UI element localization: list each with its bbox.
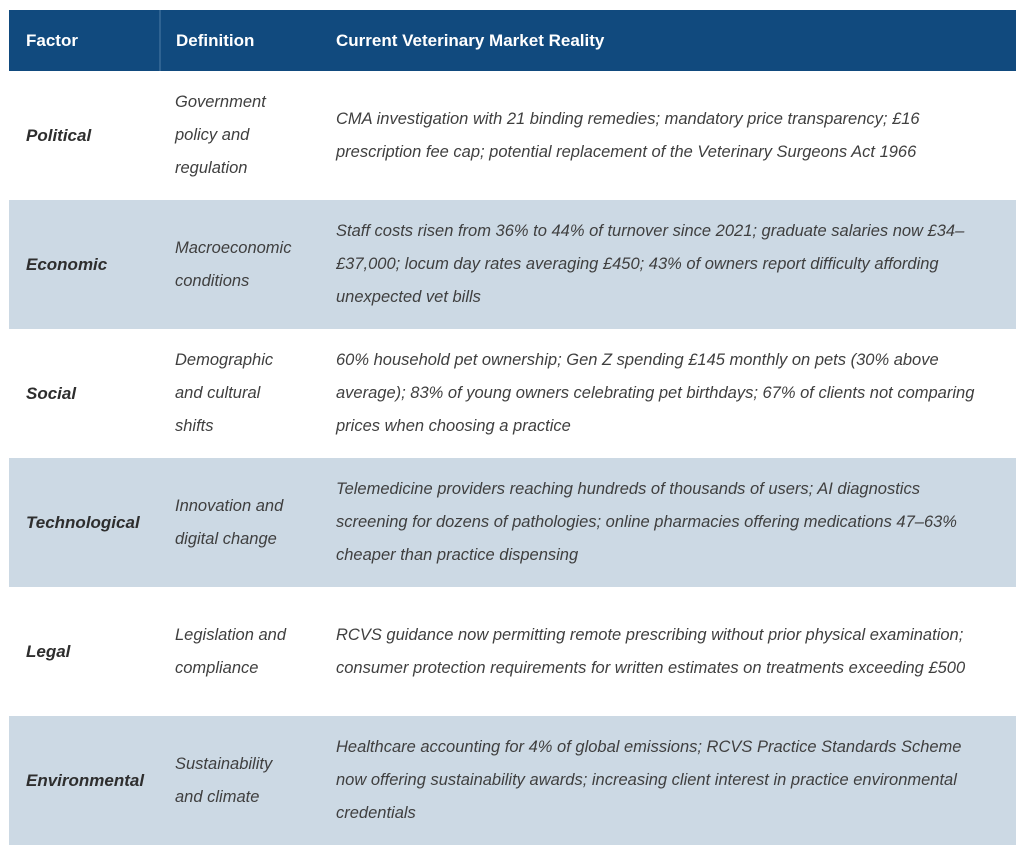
reality-cell: RCVS guidance now permitting remote pres… bbox=[336, 625, 966, 677]
factor-cell: Social bbox=[26, 384, 77, 403]
definition-cell: Sustainability and climate bbox=[175, 754, 273, 806]
pestle-analysis-table: Factor Definition Current Veterinary Mar… bbox=[9, 10, 1016, 845]
definition-cell: Innovation and digital change bbox=[175, 496, 284, 548]
table-body: Political Government policy and regulatio… bbox=[9, 71, 1016, 845]
definition-cell: Legislation and compliance bbox=[175, 625, 287, 677]
definition-cell: Demographic and cultural shifts bbox=[175, 351, 274, 435]
table-row: Political Government policy and regulatio… bbox=[9, 71, 1016, 200]
factor-cell: Political bbox=[26, 126, 92, 145]
definition-cell: Macroeconomic conditions bbox=[175, 238, 292, 290]
header-row: Factor Definition Current Veterinary Mar… bbox=[9, 10, 1016, 71]
table-header: Factor Definition Current Veterinary Mar… bbox=[9, 10, 1016, 71]
reality-cell: Healthcare accounting for 4% of global e… bbox=[336, 738, 962, 822]
reality-cell: 60% household pet ownership; Gen Z spend… bbox=[336, 351, 975, 435]
reality-cell: Staff costs risen from 36% to 44% of tur… bbox=[336, 222, 965, 306]
column-header-factor: Factor bbox=[9, 10, 160, 71]
table-row: Economic Macroeconomic conditions Staff co… bbox=[9, 200, 1016, 329]
reality-cell: Telemedicine providers reaching hundreds… bbox=[336, 480, 957, 564]
factor-cell: Environmental bbox=[26, 771, 145, 790]
column-header-market-reality: Current Veterinary Market Reality bbox=[321, 10, 1016, 71]
factor-cell: Legal bbox=[26, 642, 71, 661]
factor-cell: Technological bbox=[26, 513, 140, 532]
table-row: Technological Innovation and digital chan… bbox=[9, 458, 1016, 587]
factor-cell: Economic bbox=[26, 255, 108, 274]
definition-cell: Government policy and regulation bbox=[175, 93, 266, 177]
table-row: Legal Legislation and compliance RCVS guid… bbox=[9, 587, 1016, 716]
table-row: Environmental Sustainability and climate H… bbox=[9, 716, 1016, 845]
reality-cell: CMA investigation with 21 binding remedi… bbox=[336, 109, 920, 161]
column-header-definition: Definition bbox=[159, 10, 321, 71]
table-row: Social Demographic and cultural shifts 60%… bbox=[9, 329, 1016, 458]
